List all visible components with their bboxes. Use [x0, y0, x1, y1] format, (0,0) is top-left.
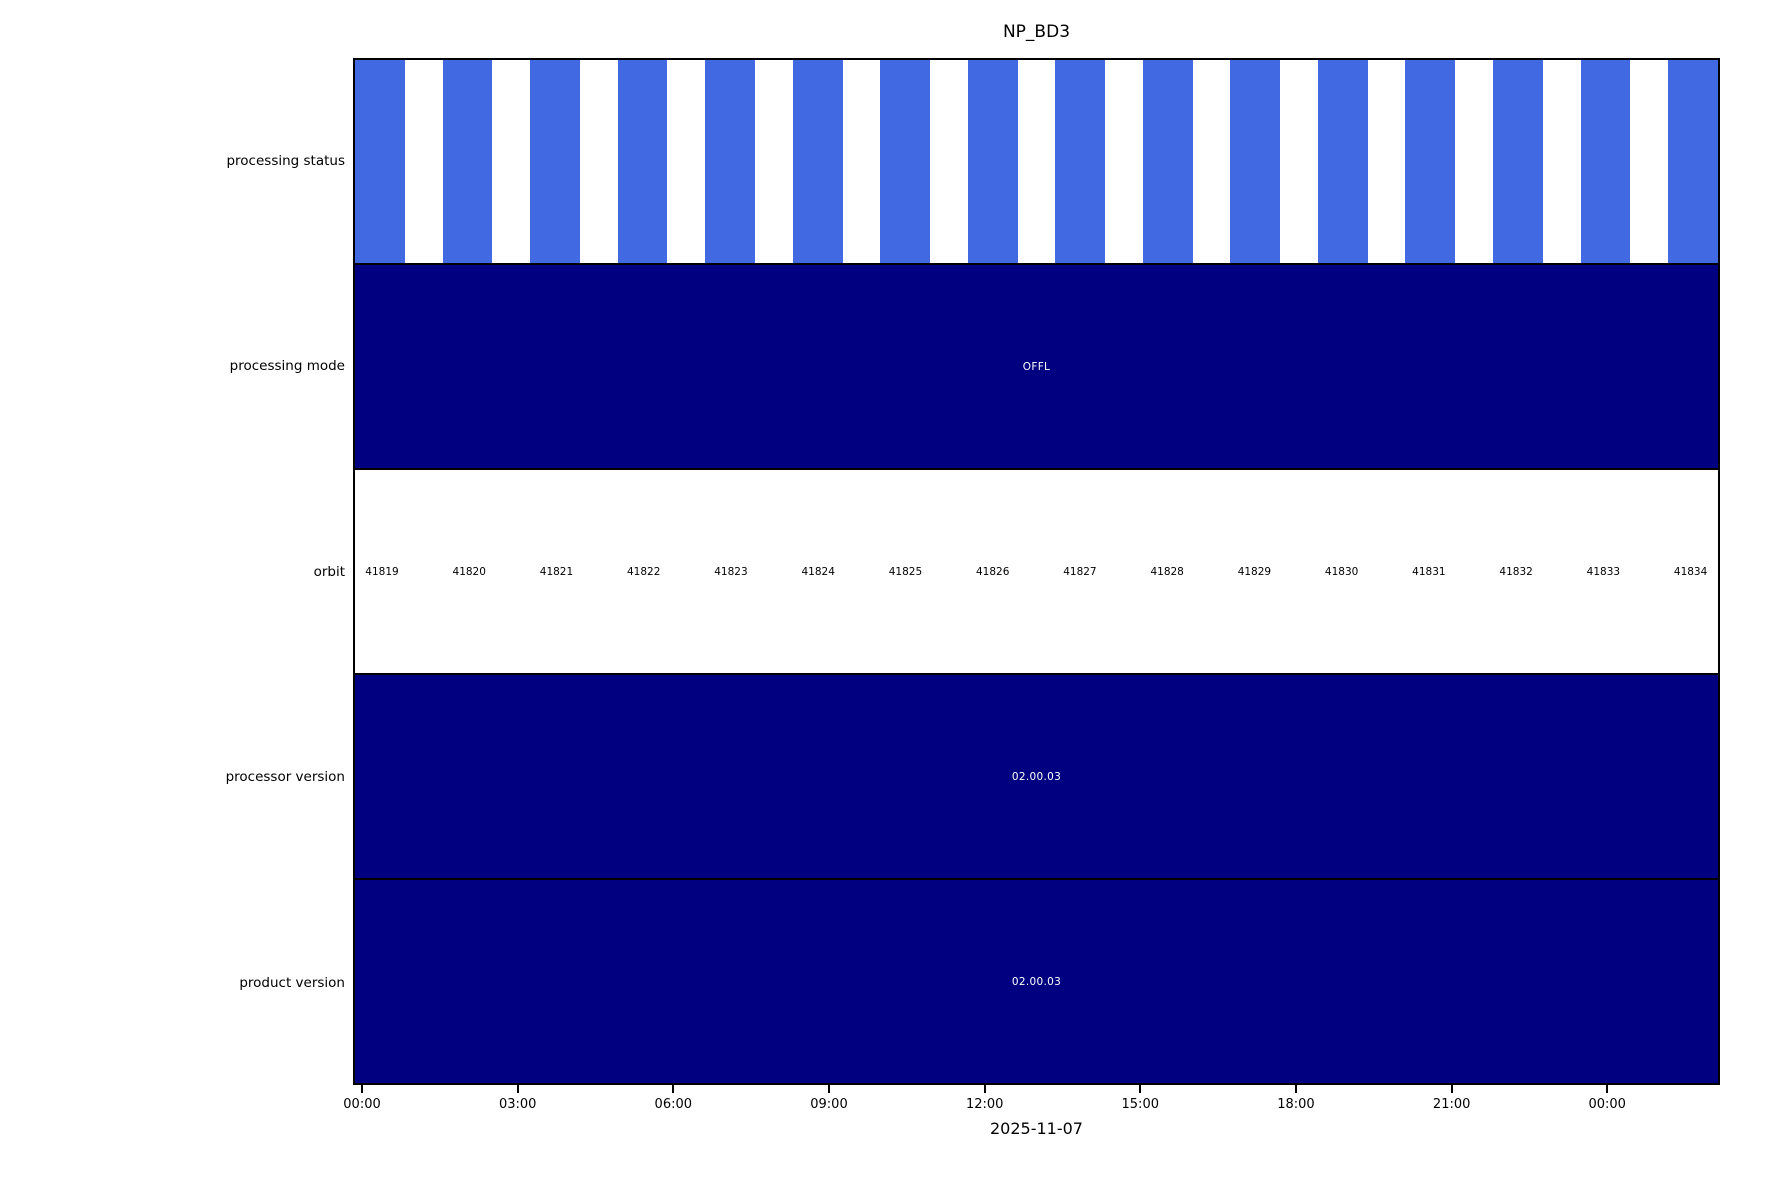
processing-status-bar — [1405, 60, 1456, 263]
x-axis-date-label: 2025-11-07 — [990, 1119, 1083, 1138]
processing-status-bar — [705, 60, 756, 263]
x-axis-tick-mark — [516, 1085, 519, 1093]
orbit-number-label: 41819 — [365, 565, 399, 578]
row-label-orbit: orbit — [313, 563, 345, 580]
band-processor-version: 02.00.03 — [355, 673, 1718, 878]
orbit-number-label: 41823 — [714, 565, 748, 578]
row-label-processor-version: processor version — [225, 768, 345, 785]
processing-mode-value: OFFL — [1022, 360, 1051, 373]
row-label-processing-mode: processing mode — [229, 357, 345, 374]
x-axis-tick-mark — [983, 1085, 986, 1093]
row-label-processing-status: processing status — [226, 152, 345, 169]
x-axis-tick-label: 15:00 — [1121, 1097, 1159, 1112]
processing-status-bar — [1230, 60, 1281, 263]
orbit-number-label: 41822 — [627, 565, 661, 578]
row-label-product-version: product version — [239, 974, 345, 991]
x-axis-tick-mark — [1450, 1085, 1453, 1093]
processing-status-bar — [617, 60, 668, 263]
processing-status-bar — [355, 60, 405, 263]
plot-area: OFFL 41819 41820 41821 41822 41823 41824 41825… — [353, 58, 1720, 1085]
orbit-number-label: 41825 — [888, 565, 923, 578]
band-product-version: 02.00.03 — [355, 878, 1718, 1083]
orbit-number-label: 41828 — [1150, 565, 1184, 578]
x-axis-tick-mark — [361, 1085, 364, 1093]
x-axis-tick-mark — [1294, 1085, 1297, 1093]
orbit-number-label: 41824 — [801, 565, 835, 578]
chart-title: NP_BD3 — [1002, 22, 1071, 42]
processing-status-bar — [1142, 60, 1193, 263]
x-axis-tick-mark — [1606, 1085, 1609, 1093]
x-axis-tick-label: 12:00 — [965, 1097, 1004, 1112]
orbit-number-label: 41821 — [539, 565, 574, 578]
orbit-number-label: 41832 — [1499, 565, 1533, 578]
x-axis-tick-mark — [672, 1085, 675, 1093]
processor-version-value: 02.00.03 — [1011, 770, 1062, 783]
x-axis-tick-mark — [1139, 1085, 1142, 1093]
orbit-number-label: 41826 — [975, 565, 1010, 578]
processing-status-bar — [1668, 60, 1718, 263]
processing-status-bar — [1493, 60, 1543, 263]
x-axis-tick-label: 00:00 — [343, 1097, 381, 1112]
band-processing-status — [355, 60, 1718, 263]
processing-status-bar — [880, 60, 931, 263]
band-processing-mode: OFFL — [355, 263, 1718, 468]
orbit-number-label: 41833 — [1586, 565, 1621, 578]
processing-status-bar — [792, 60, 843, 263]
band-orbit: 41819 41820 41821 41822 41823 41824 41825 41826… — [355, 468, 1718, 673]
processing-status-bar — [967, 60, 1018, 263]
orbit-number-label: 41834 — [1673, 565, 1708, 578]
orbit-number-label: 41831 — [1412, 565, 1446, 578]
x-axis-tick-label: 06:00 — [654, 1097, 693, 1112]
orbit-number-label: 41820 — [452, 565, 486, 578]
x-axis-tick-label: 03:00 — [498, 1097, 537, 1112]
orbit-number-label: 41830 — [1324, 565, 1359, 578]
x-axis-tick-label: 00:00 — [1588, 1097, 1626, 1112]
processing-status-bar — [1317, 60, 1368, 263]
processing-status-bar — [1055, 60, 1106, 263]
x-axis-tick-label: 21:00 — [1432, 1097, 1471, 1112]
processing-status-bar — [442, 60, 493, 263]
orbit-number-label: 41829 — [1237, 565, 1272, 578]
x-axis-tick-mark — [827, 1085, 830, 1093]
processing-status-bar — [1580, 60, 1631, 263]
orbit-number-label: 41827 — [1063, 565, 1097, 578]
x-axis-tick-label: 18:00 — [1277, 1097, 1315, 1112]
x-axis-tick-label: 09:00 — [810, 1097, 848, 1112]
processing-status-bar — [530, 60, 580, 263]
x-axis: 00:00 03:00 06:00 09:00 12:00 15:00 18:00 21:00… — [343, 1085, 1720, 1115]
product-version-value: 02.00.03 — [1011, 975, 1062, 988]
